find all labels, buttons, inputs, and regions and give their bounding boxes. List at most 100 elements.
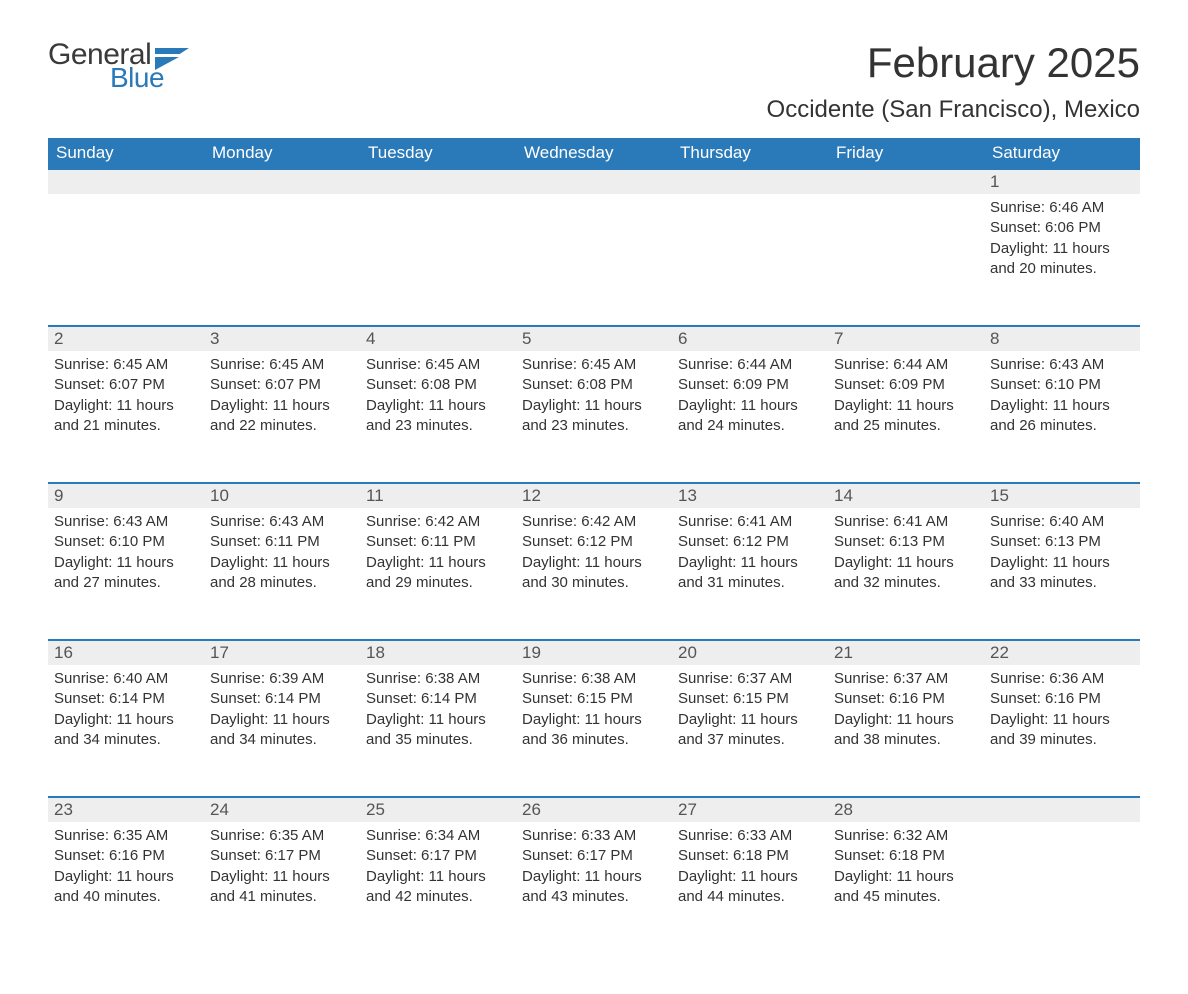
day-number-cell: 10 (204, 483, 360, 508)
day-number-cell: 27 (672, 797, 828, 822)
day-number-row: 9101112131415 (48, 483, 1140, 508)
day-body-row: Sunrise: 6:45 AM Sunset: 6:07 PM Daylight:… (48, 351, 1140, 483)
sunset-line: Sunset: 6:08 PM (366, 375, 510, 395)
daylight-line: Daylight: 11 hours and 35 minutes. (366, 710, 510, 751)
sunset-line: Sunset: 6:17 PM (210, 846, 354, 866)
day-body: Sunrise: 6:41 AMSunset: 6:12 PMDaylight:… (672, 508, 828, 611)
daylight-line: Daylight: 11 hours and 43 minutes. (522, 867, 666, 908)
day-number-cell (672, 169, 828, 194)
logo: General Blue (48, 40, 189, 92)
day-body: Sunrise: 6:44 AMSunset: 6:09 PMDaylight:… (828, 351, 984, 454)
day-cell (48, 194, 204, 326)
day-cell: Sunrise: 6:38 AMSunset: 6:15 PMDaylight:… (516, 665, 672, 797)
day-cell: Sunrise: 6:34 AMSunset: 6:17 PMDaylight:… (360, 822, 516, 954)
sunset-line: Sunset: 6:18 PM (834, 846, 978, 866)
day-cell: Sunrise: 6:45 AMSunset: 6:08 PMDaylight:… (360, 351, 516, 483)
day-body: Sunrise: 6:42 AMSunset: 6:11 PMDaylight:… (360, 508, 516, 611)
day-cell: Sunrise: 6:45 AMSunset: 6:07 PMDaylight:… (204, 351, 360, 483)
sunset-line: Sunset: 6:07 PM (54, 375, 198, 395)
sunset-line: Sunset: 6:08 PM (522, 375, 666, 395)
day-body: Sunrise: 6:45 AMSunset: 6:08 PMDaylight:… (360, 351, 516, 454)
sunset-line: Sunset: 6:14 PM (366, 689, 510, 709)
day-number-cell: 8 (984, 326, 1140, 351)
daylight-line: Daylight: 11 hours and 30 minutes. (522, 553, 666, 594)
daylight-line: Daylight: 11 hours and 25 minutes. (834, 396, 978, 437)
day-number-row: 16171819202122 (48, 640, 1140, 665)
daylight-line: Daylight: 11 hours and 38 minutes. (834, 710, 978, 751)
sunrise-line: Sunrise: 6:44 AM (678, 355, 822, 375)
day-number-cell: 4 (360, 326, 516, 351)
daylight-line: Daylight: 11 hours and 34 minutes. (54, 710, 198, 751)
weekday-header: Wednesday (516, 138, 672, 169)
day-number-cell: 13 (672, 483, 828, 508)
day-body: Sunrise: 6:45 AMSunset: 6:07 PMDaylight:… (204, 351, 360, 454)
sunset-line: Sunset: 6:16 PM (834, 689, 978, 709)
day-body: Sunrise: 6:39 AMSunset: 6:14 PMDaylight:… (204, 665, 360, 768)
sunrise-line: Sunrise: 6:40 AM (54, 669, 198, 689)
sunrise-line: Sunrise: 6:45 AM (522, 355, 666, 375)
daylight-line: Daylight: 11 hours and 29 minutes. (366, 553, 510, 594)
sunrise-line: Sunrise: 6:43 AM (54, 512, 198, 532)
day-body: Sunrise: 6:33 AMSunset: 6:18 PMDaylight:… (672, 822, 828, 925)
day-cell: Sunrise: 6:44 AMSunset: 6:09 PMDaylight:… (828, 351, 984, 483)
day-body: Sunrise: 6:36 AMSunset: 6:16 PMDaylight:… (984, 665, 1140, 768)
sunrise-line: Sunrise: 6:45 AM (366, 355, 510, 375)
daylight-line: Daylight: 11 hours and 45 minutes. (834, 867, 978, 908)
sunrise-line: Sunrise: 6:38 AM (366, 669, 510, 689)
day-cell: Sunrise: 6:41 AMSunset: 6:13 PMDaylight:… (828, 508, 984, 640)
day-cell: Sunrise: 6:40 AMSunset: 6:13 PMDaylight:… (984, 508, 1140, 640)
daylight-line: Daylight: 11 hours and 37 minutes. (678, 710, 822, 751)
day-cell (828, 194, 984, 326)
day-number-row: 232425262728 (48, 797, 1140, 822)
day-body-row: Sunrise: 6:35 AM Sunset: 6:16 PM Daylight:… (48, 822, 1140, 954)
sunrise-line: Sunrise: 6:35 AM (210, 826, 354, 846)
day-cell: Sunrise: 6:39 AMSunset: 6:14 PMDaylight:… (204, 665, 360, 797)
daylight-line: Daylight: 11 hours and 42 minutes. (366, 867, 510, 908)
day-body: Sunrise: 6:32 AMSunset: 6:18 PMDaylight:… (828, 822, 984, 925)
day-cell: Sunrise: 6:33 AMSunset: 6:17 PMDaylight:… (516, 822, 672, 954)
day-body: Sunrise: 6:45 AMSunset: 6:08 PMDaylight:… (516, 351, 672, 454)
day-number-cell (360, 169, 516, 194)
day-number-cell: 28 (828, 797, 984, 822)
day-body: Sunrise: 6:45 AMSunset: 6:07 PMDaylight:… (48, 351, 204, 454)
day-body: Sunrise: 6:37 AMSunset: 6:16 PMDaylight:… (828, 665, 984, 768)
daylight-line: Daylight: 11 hours and 22 minutes. (210, 396, 354, 437)
day-body: Sunrise: 6:35 AMSunset: 6:17 PMDaylight:… (204, 822, 360, 925)
title-block: February 2025 Occidente (San Francisco),… (767, 40, 1140, 124)
day-cell: Sunrise: 6:43 AMSunset: 6:10 PMDaylight:… (984, 351, 1140, 483)
day-body: Sunrise: 6:35 AMSunset: 6:16 PMDaylight:… (48, 822, 204, 925)
calendar-table: SundayMondayTuesdayWednesdayThursdayFrid… (48, 138, 1140, 954)
sunset-line: Sunset: 6:16 PM (54, 846, 198, 866)
sunset-line: Sunset: 6:15 PM (678, 689, 822, 709)
sunrise-line: Sunrise: 6:37 AM (678, 669, 822, 689)
day-number-cell: 24 (204, 797, 360, 822)
day-cell (672, 194, 828, 326)
day-number-cell (204, 169, 360, 194)
day-number-cell: 18 (360, 640, 516, 665)
header: General Blue February 2025 Occidente (Sa… (48, 40, 1140, 124)
sunrise-line: Sunrise: 6:38 AM (522, 669, 666, 689)
daylight-line: Daylight: 11 hours and 34 minutes. (210, 710, 354, 751)
sunset-line: Sunset: 6:14 PM (54, 689, 198, 709)
sunset-line: Sunset: 6:13 PM (990, 532, 1134, 552)
day-cell (360, 194, 516, 326)
weekday-header: Tuesday (360, 138, 516, 169)
day-body-row: Sunrise: 6:40 AMSunset: 6:14 PMDaylight:… (48, 665, 1140, 797)
day-cell: Sunrise: 6:40 AMSunset: 6:14 PMDaylight:… (48, 665, 204, 797)
daylight-line: Daylight: 11 hours and 31 minutes. (678, 553, 822, 594)
day-number-cell: 12 (516, 483, 672, 508)
weekday-header: Friday (828, 138, 984, 169)
sunset-line: Sunset: 6:09 PM (834, 375, 978, 395)
day-number-cell: 11 (360, 483, 516, 508)
day-cell: Sunrise: 6:38 AMSunset: 6:14 PMDaylight:… (360, 665, 516, 797)
daylight-line: Daylight: 11 hours and 23 minutes. (366, 396, 510, 437)
day-cell: Sunrise: 6:45 AMSunset: 6:08 PMDaylight:… (516, 351, 672, 483)
day-cell: Sunrise: 6:36 AMSunset: 6:16 PMDaylight:… (984, 665, 1140, 797)
day-number-cell: 23 (48, 797, 204, 822)
daylight-line: Daylight: 11 hours and 20 minutes. (990, 239, 1134, 280)
sunrise-line: Sunrise: 6:43 AM (990, 355, 1134, 375)
sunrise-line: Sunrise: 6:42 AM (522, 512, 666, 532)
day-number-row: 2345678 (48, 326, 1140, 351)
day-number-cell: 20 (672, 640, 828, 665)
day-number-cell: 15 (984, 483, 1140, 508)
